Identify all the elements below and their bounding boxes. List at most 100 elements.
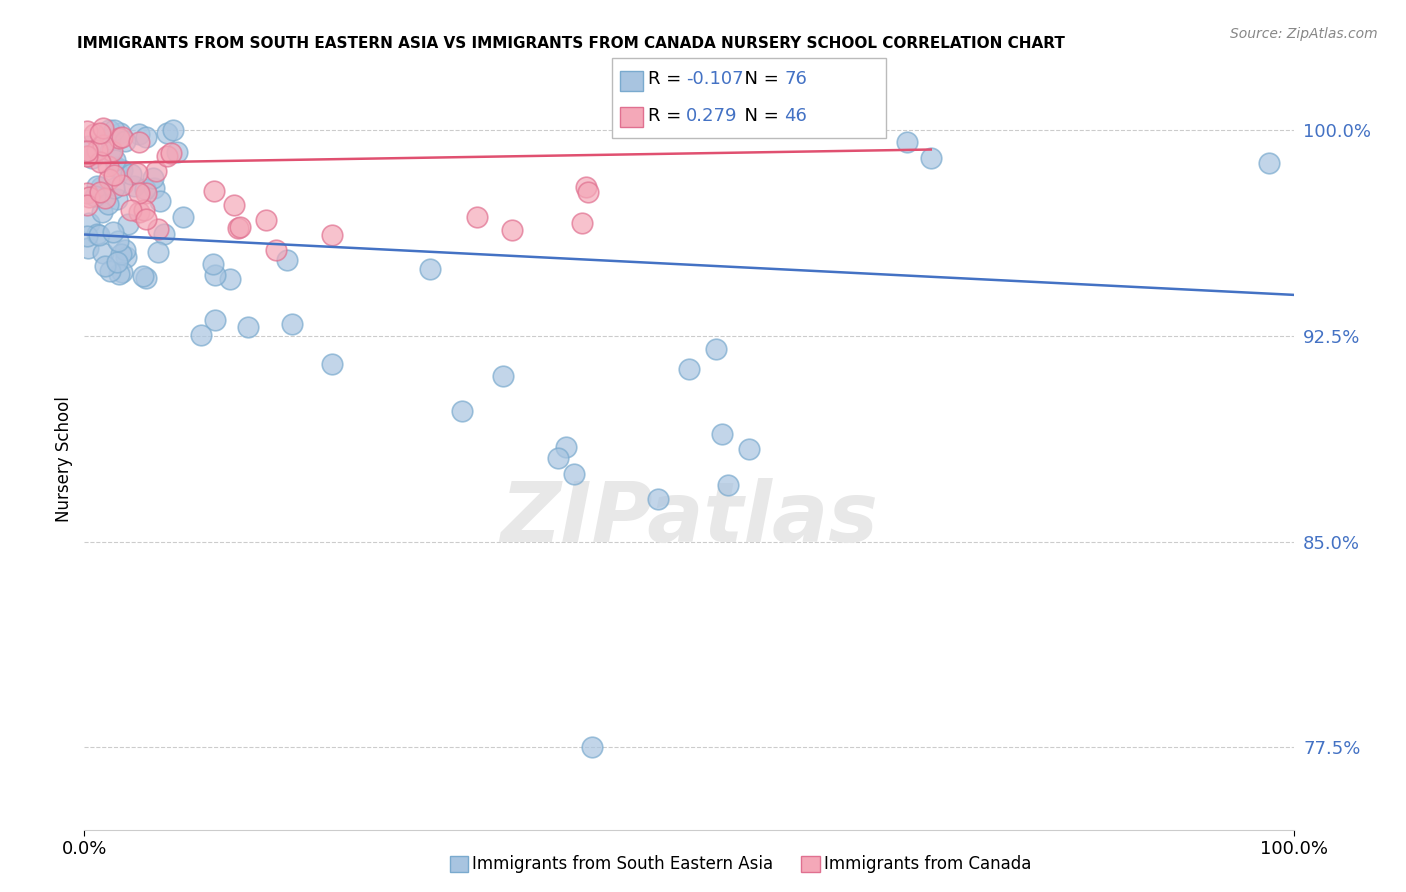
Point xyxy=(107,234,129,248)
Point xyxy=(738,442,761,457)
Point xyxy=(149,194,172,208)
Point xyxy=(127,165,149,179)
Point xyxy=(76,228,98,243)
Point xyxy=(896,135,918,149)
Point xyxy=(219,271,242,285)
Point xyxy=(89,186,111,200)
Point xyxy=(98,123,121,137)
Text: 46: 46 xyxy=(785,106,807,125)
Point xyxy=(87,228,110,243)
Point xyxy=(105,192,128,206)
Point xyxy=(575,180,598,194)
Point xyxy=(77,241,100,255)
Point xyxy=(172,210,194,224)
Point xyxy=(100,144,122,158)
Point xyxy=(103,226,125,240)
Point xyxy=(166,145,188,159)
Point xyxy=(111,178,134,193)
Point xyxy=(562,467,585,481)
Point xyxy=(128,136,150,150)
Point xyxy=(321,228,343,243)
Point xyxy=(717,478,740,492)
Point xyxy=(135,130,157,145)
Point xyxy=(321,358,343,372)
Point xyxy=(121,202,143,217)
Point xyxy=(97,159,120,173)
Point xyxy=(111,265,134,279)
Point xyxy=(156,126,179,140)
Point xyxy=(501,222,523,236)
Point xyxy=(134,181,156,195)
Text: 0.279: 0.279 xyxy=(686,106,738,125)
Point xyxy=(108,126,131,140)
Point xyxy=(128,186,150,200)
Text: ZIPatlas: ZIPatlas xyxy=(501,478,877,559)
Point xyxy=(204,268,226,282)
Point xyxy=(94,259,117,273)
Point xyxy=(104,160,127,174)
Text: Immigrants from Canada: Immigrants from Canada xyxy=(824,855,1031,873)
Point xyxy=(101,144,124,158)
Point xyxy=(114,243,136,257)
Point xyxy=(117,217,139,231)
Point xyxy=(77,138,100,153)
Point xyxy=(142,170,165,185)
Point xyxy=(492,368,515,383)
Point xyxy=(82,152,104,166)
Point xyxy=(678,362,700,376)
Point xyxy=(1258,156,1281,170)
Point xyxy=(86,179,108,194)
Point xyxy=(86,227,108,241)
Point xyxy=(98,171,121,186)
Point xyxy=(920,151,942,165)
Point xyxy=(76,186,98,200)
Point xyxy=(204,312,226,326)
Point xyxy=(134,202,156,217)
Point xyxy=(91,138,114,153)
Point xyxy=(146,245,169,260)
Point xyxy=(91,245,114,260)
Point xyxy=(571,216,593,230)
Point xyxy=(145,164,167,178)
Point xyxy=(110,247,132,261)
Point xyxy=(135,186,157,201)
Point xyxy=(111,163,134,178)
Point xyxy=(93,191,115,205)
Point xyxy=(202,185,225,199)
Point xyxy=(90,180,112,194)
Point xyxy=(97,196,120,211)
Point xyxy=(135,211,157,226)
Point xyxy=(704,343,727,357)
Point xyxy=(86,143,108,157)
Point xyxy=(77,216,100,230)
Point xyxy=(190,328,212,343)
Point xyxy=(711,427,734,442)
Text: -0.107: -0.107 xyxy=(686,70,744,88)
Point xyxy=(89,154,111,169)
Text: R =: R = xyxy=(648,106,688,125)
Point xyxy=(98,264,121,278)
Point xyxy=(77,190,100,204)
Point xyxy=(281,317,304,331)
Point xyxy=(576,185,599,199)
Point xyxy=(581,740,603,755)
Point xyxy=(107,267,129,281)
Point xyxy=(128,204,150,219)
Point xyxy=(91,205,114,219)
Point xyxy=(236,319,259,334)
Point xyxy=(162,122,184,136)
Text: 76: 76 xyxy=(785,70,807,88)
Point xyxy=(91,120,114,135)
Text: Immigrants from South Eastern Asia: Immigrants from South Eastern Asia xyxy=(472,855,773,873)
Point xyxy=(103,180,125,194)
Text: R =: R = xyxy=(648,70,688,88)
Point xyxy=(229,219,252,234)
Point xyxy=(83,127,105,141)
Point xyxy=(264,244,287,258)
Point xyxy=(76,144,98,158)
Text: N =: N = xyxy=(733,70,785,88)
Point xyxy=(115,250,138,264)
Text: IMMIGRANTS FROM SOUTH EASTERN ASIA VS IMMIGRANTS FROM CANADA NURSERY SCHOOL CORR: IMMIGRANTS FROM SOUTH EASTERN ASIA VS IM… xyxy=(77,36,1066,51)
Point xyxy=(153,227,176,241)
Point xyxy=(143,180,166,194)
